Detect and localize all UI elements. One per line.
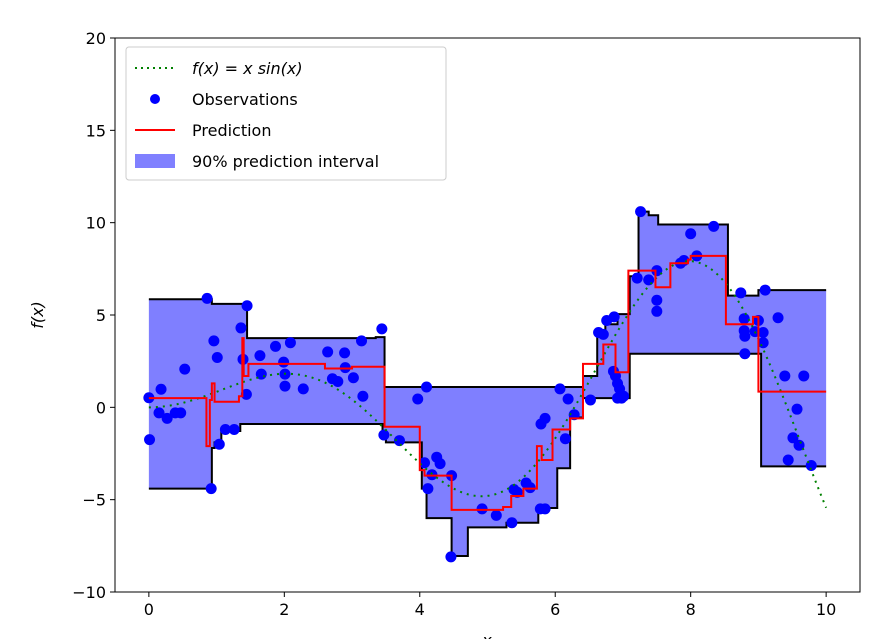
observation-point xyxy=(739,330,751,342)
observation-point xyxy=(279,380,291,392)
observation-point xyxy=(608,311,620,323)
observation-point xyxy=(357,390,369,402)
observation-point xyxy=(376,323,388,335)
observation-point xyxy=(284,337,296,349)
observation-point xyxy=(539,412,551,424)
x-tick-label: 8 xyxy=(686,600,696,619)
observation-point xyxy=(211,351,223,363)
observation-point xyxy=(378,429,390,441)
observation-point xyxy=(213,438,225,450)
observation-point xyxy=(643,274,655,286)
y-tick-label: 15 xyxy=(86,121,106,140)
observation-point xyxy=(179,363,191,375)
observation-point xyxy=(739,348,751,360)
observation-point xyxy=(631,272,643,284)
observation-point xyxy=(559,433,571,445)
legend-interval-label: 90% prediction interval xyxy=(192,152,379,171)
observation-point xyxy=(562,393,574,405)
observations-series xyxy=(143,206,817,563)
observation-point xyxy=(738,313,750,325)
observation-point xyxy=(772,312,784,324)
y-tick-label: −10 xyxy=(72,583,106,602)
observation-point xyxy=(412,393,424,405)
observation-point xyxy=(332,375,344,387)
observation-point xyxy=(787,432,799,444)
observation-point xyxy=(153,407,165,419)
observation-point xyxy=(445,551,457,563)
observation-point xyxy=(278,356,290,368)
observation-point xyxy=(161,412,173,424)
observation-point xyxy=(235,322,247,334)
x-axis: 0 2 4 6 8 10 xyxy=(144,592,836,619)
x-tick-label: 6 xyxy=(550,600,560,619)
observation-point xyxy=(791,403,803,415)
legend: f(x) = x sin(x) Observations Prediction … xyxy=(125,46,447,181)
y-axis-label: f(x) xyxy=(28,301,47,329)
observation-point xyxy=(347,372,359,384)
observation-point xyxy=(793,439,805,451)
observation-point xyxy=(254,350,266,362)
observation-point xyxy=(356,335,368,347)
observation-point xyxy=(506,517,518,529)
prediction-interval-fill xyxy=(148,211,827,556)
observation-point xyxy=(270,340,282,352)
x-tick-label: 4 xyxy=(415,600,425,619)
observation-point xyxy=(393,435,405,447)
observation-point xyxy=(205,483,217,495)
legend-observations-swatch xyxy=(150,94,160,104)
observation-point xyxy=(240,388,252,400)
y-tick-label: 5 xyxy=(96,306,106,325)
y-tick-label: 20 xyxy=(86,29,106,48)
prediction-line xyxy=(148,254,827,511)
observation-point xyxy=(155,383,167,395)
observation-point xyxy=(434,458,446,470)
observation-point xyxy=(597,328,609,340)
y-tick-label: 0 xyxy=(96,398,106,417)
x-tick-label: 0 xyxy=(144,600,154,619)
observation-point xyxy=(759,284,771,296)
observation-point xyxy=(584,394,596,406)
observation-point xyxy=(419,457,431,469)
legend-true-function-label: f(x) = x sin(x) xyxy=(192,59,303,78)
observation-point xyxy=(618,390,630,402)
observation-point xyxy=(651,305,663,317)
observation-point xyxy=(539,503,551,515)
observation-point xyxy=(782,454,794,466)
observation-point xyxy=(421,381,433,393)
y-tick-label: 10 xyxy=(86,214,106,233)
plot-area xyxy=(143,206,828,563)
observation-point xyxy=(735,287,747,299)
observation-point xyxy=(554,383,566,395)
observation-point xyxy=(779,370,791,382)
observation-point xyxy=(201,292,213,304)
observation-point xyxy=(208,335,220,347)
observation-point xyxy=(651,265,663,277)
y-tick-label: −5 xyxy=(82,491,106,510)
observation-point xyxy=(490,509,502,521)
observation-point xyxy=(757,327,769,339)
x-axis-label: x xyxy=(481,631,492,639)
x-tick-label: 10 xyxy=(816,600,836,619)
observation-point xyxy=(798,370,810,382)
x-tick-label: 2 xyxy=(279,600,289,619)
observation-point xyxy=(708,220,720,232)
observation-point xyxy=(219,423,231,435)
legend-prediction-label: Prediction xyxy=(192,121,271,140)
observation-point xyxy=(175,407,187,419)
observation-point xyxy=(651,294,663,306)
legend-interval-swatch xyxy=(135,154,175,168)
observation-point xyxy=(228,423,240,435)
legend-frame xyxy=(125,46,447,181)
observation-point xyxy=(339,347,351,359)
observation-point xyxy=(322,346,334,358)
observation-point xyxy=(241,300,253,312)
observation-point xyxy=(422,483,434,495)
observation-point xyxy=(635,206,647,218)
y-axis: −10 −5 0 5 10 15 20 xyxy=(72,29,115,602)
legend-observations-label: Observations xyxy=(192,90,298,109)
observation-point xyxy=(144,434,156,446)
observation-point xyxy=(685,228,697,240)
observation-point xyxy=(297,383,309,395)
